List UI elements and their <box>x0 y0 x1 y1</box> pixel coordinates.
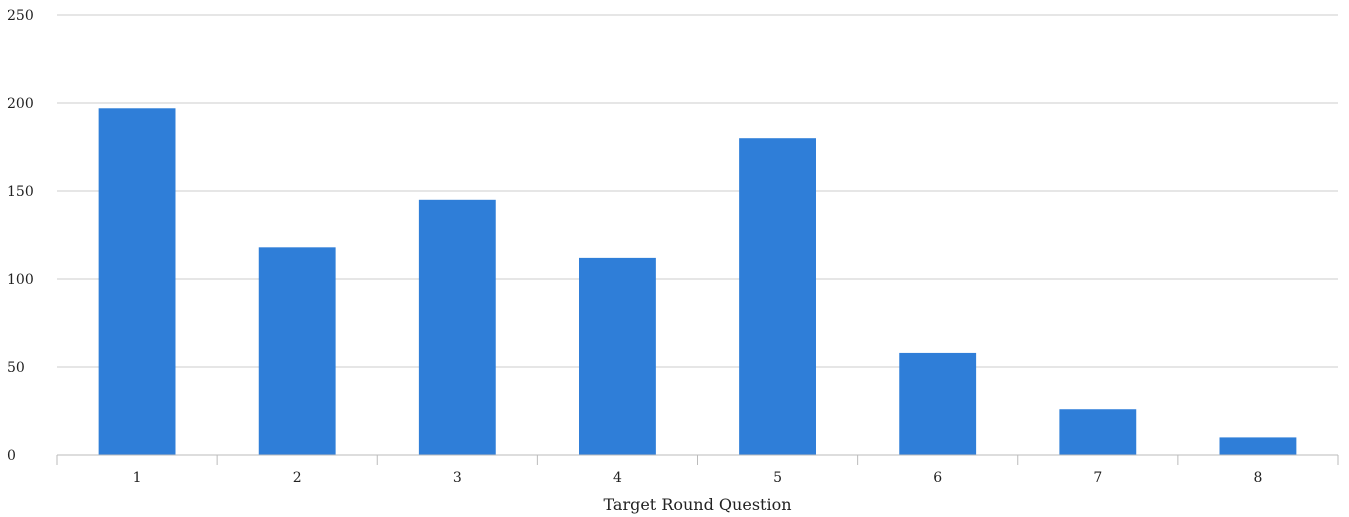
y-tick-label: 0 <box>7 448 16 464</box>
bar <box>899 352 977 455</box>
x-tick-label: 8 <box>1253 470 1262 486</box>
x-tick-label: 7 <box>1093 470 1102 486</box>
bars <box>98 108 1297 455</box>
x-tick-label: 6 <box>933 470 942 486</box>
bar <box>1059 409 1137 455</box>
bar <box>579 257 656 455</box>
x-tick-label: 5 <box>773 470 782 486</box>
y-tick-label: 50 <box>7 360 25 376</box>
y-axis-tick-labels: 0 50 100 150 200 250 <box>7 8 34 464</box>
x-tick-label: 4 <box>613 470 622 486</box>
bar <box>418 199 496 455</box>
y-tick-label: 250 <box>7 8 34 24</box>
y-tick-label: 100 <box>7 272 34 288</box>
x-tick-label: 1 <box>133 470 142 486</box>
x-axis-ticks: 1 2 3 4 5 6 7 8 <box>56 455 1339 486</box>
y-tick-label: 200 <box>7 96 34 112</box>
bar <box>1219 437 1297 455</box>
bar <box>98 108 176 455</box>
bar <box>258 247 336 455</box>
x-axis-title: Target Round Question <box>603 495 791 514</box>
y-tick-label: 150 <box>7 184 34 200</box>
x-tick-label: 3 <box>453 470 462 486</box>
bar <box>739 138 816 455</box>
gridlines <box>57 14 1338 368</box>
x-tick-label: 2 <box>293 470 302 486</box>
